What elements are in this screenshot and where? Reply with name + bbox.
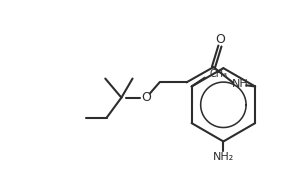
Text: NH: NH (232, 79, 248, 89)
Text: O: O (216, 33, 226, 46)
Text: CH₃: CH₃ (209, 69, 227, 79)
Text: NH₂: NH₂ (213, 152, 234, 162)
Text: O: O (141, 91, 151, 104)
